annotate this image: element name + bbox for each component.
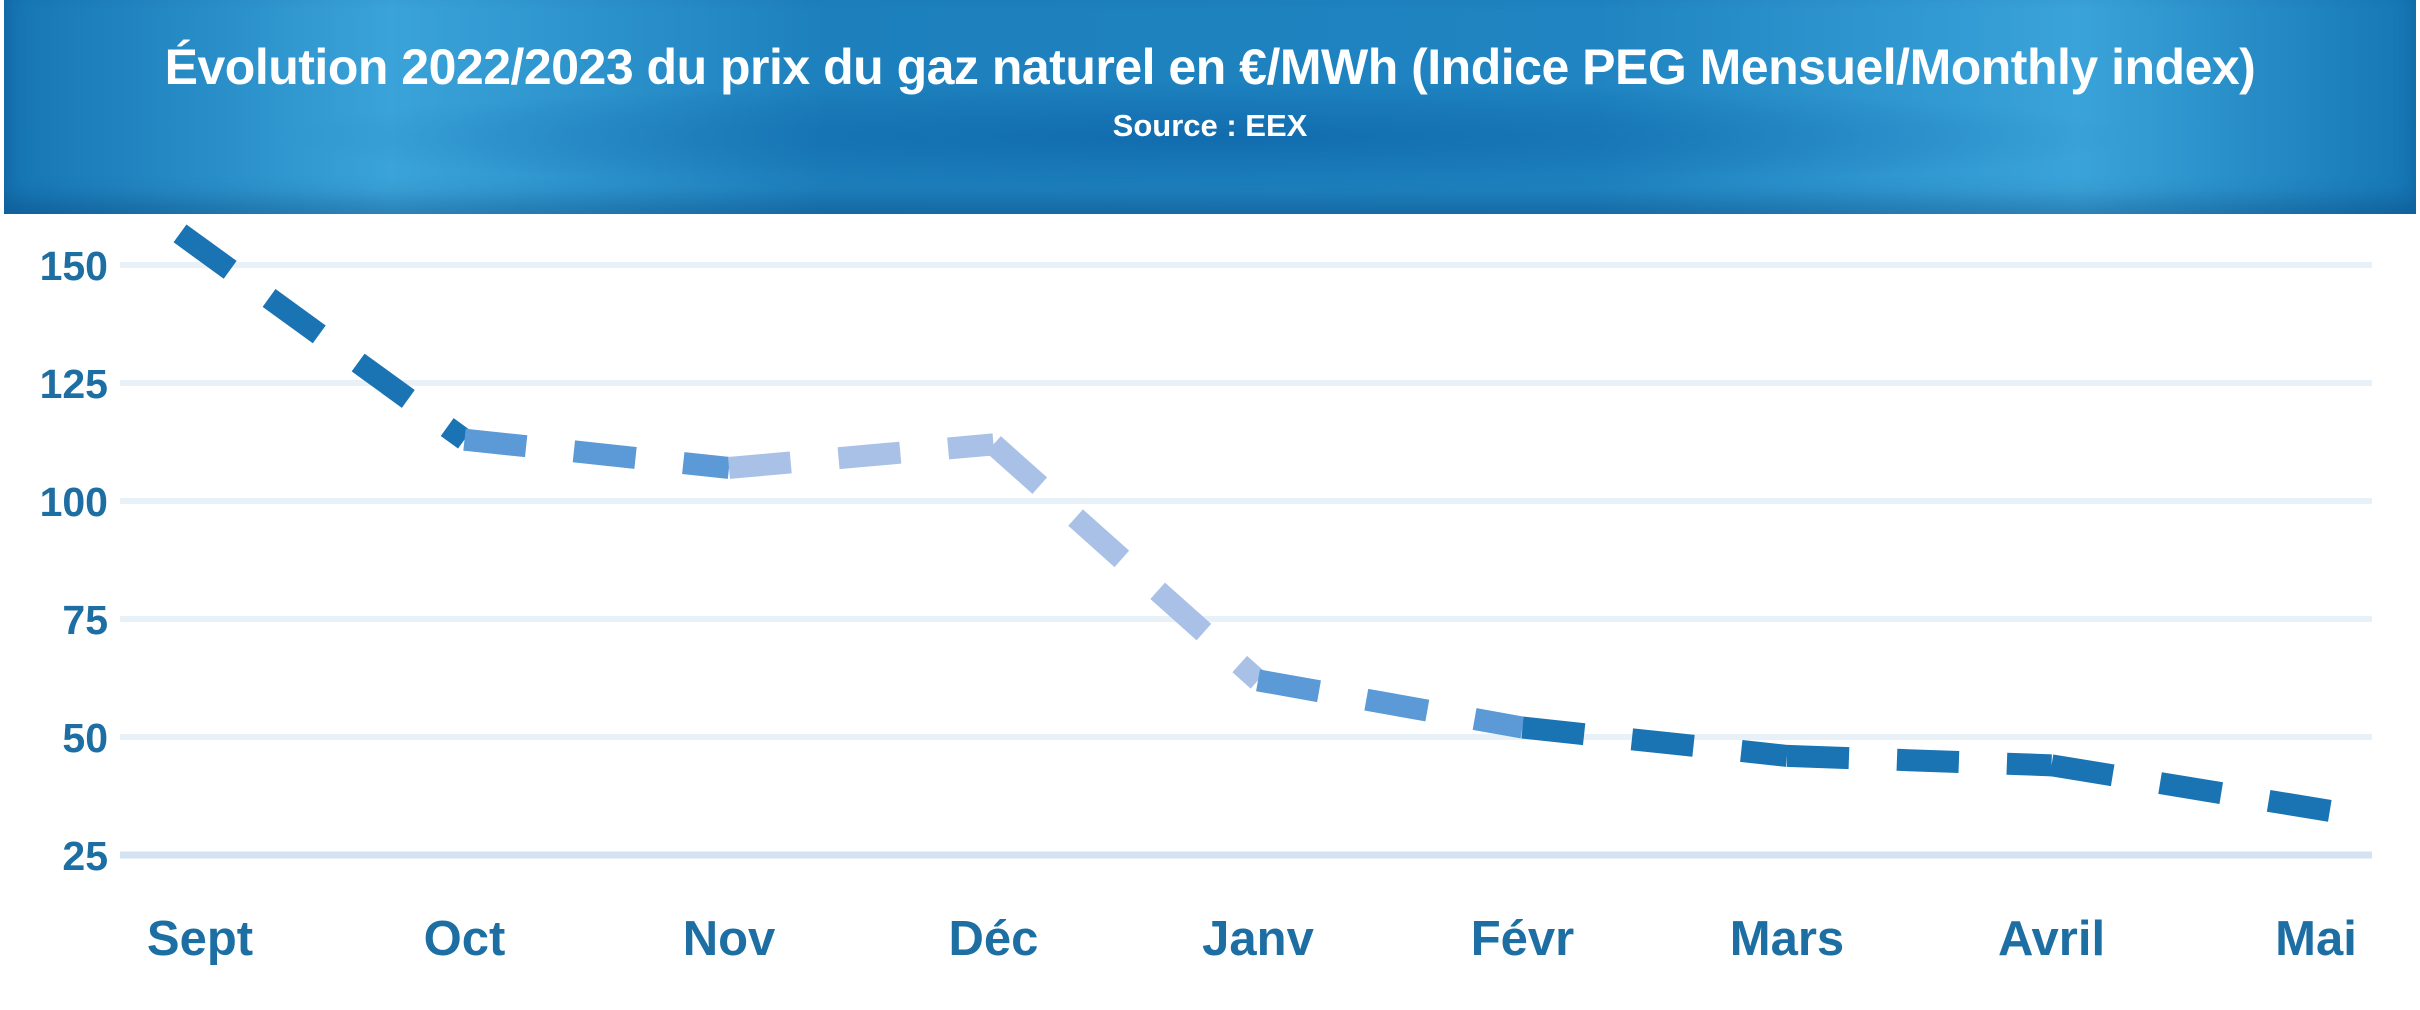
series-segment (986, 436, 1266, 689)
title-banner: Évolution 2022/2023 du prix du gaz natur… (4, 0, 2416, 214)
y-tick-label: 50 (62, 715, 108, 761)
series-segment (2049, 754, 2342, 824)
series-segment (728, 433, 995, 479)
x-tick-label: Sept (147, 912, 253, 966)
x-tick-label: Avril (1998, 912, 2105, 966)
x-tick-label: Mai (2275, 912, 2357, 966)
series-segment (1256, 669, 1525, 739)
series-segment (173, 224, 471, 449)
gridlines (120, 262, 2372, 859)
x-tick-label: Déc (949, 912, 1039, 966)
x-tick-label: Mars (1730, 912, 1844, 966)
series-segment (1521, 716, 1789, 767)
y-axis: 150 125 100 75 50 25 (40, 243, 108, 879)
series-segment (463, 428, 731, 479)
chart-source: Source : EEX (1112, 108, 1308, 143)
y-tick-label: 100 (40, 479, 108, 525)
x-axis: Sept Oct Nov Déc Janv Févr Mars Avril Mai (147, 912, 2357, 966)
y-tick-label: 25 (62, 833, 108, 879)
series-line (173, 224, 2342, 824)
y-tick-label: 75 (62, 597, 108, 643)
chart-title: Évolution 2022/2023 du prix du gaz natur… (164, 39, 2256, 95)
x-tick-label: Oct (424, 912, 506, 966)
x-tick-label: Févr (1471, 912, 1575, 966)
x-tick-label: Nov (683, 912, 776, 966)
x-tick-label: Janv (1202, 912, 1314, 966)
y-tick-label: 150 (40, 243, 108, 289)
y-tick-label: 125 (40, 361, 108, 407)
series-segment (1786, 744, 2052, 777)
